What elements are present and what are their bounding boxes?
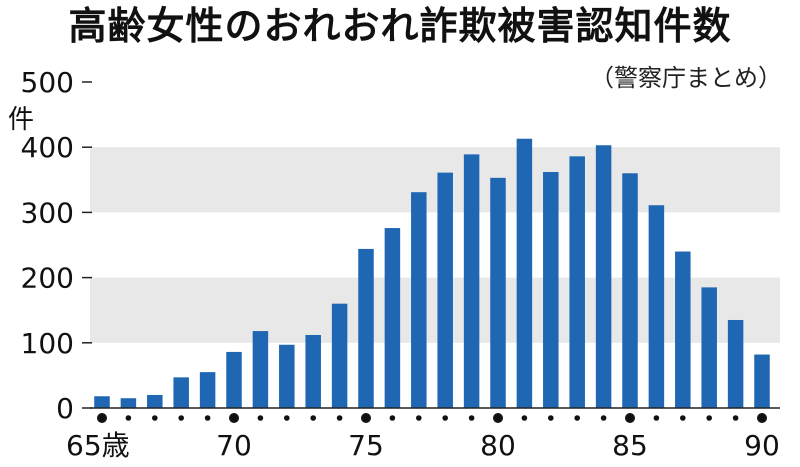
bar-age-90 (754, 354, 770, 408)
bar-age-81 (516, 138, 533, 408)
grid-bands (90, 147, 780, 343)
x-minor-tick-dot (257, 415, 264, 421)
bar-age-86 (648, 205, 665, 408)
y-tick-label: 500 (21, 66, 74, 99)
x-minor-tick-dot (284, 415, 290, 421)
x-minor-tick-dot (442, 415, 449, 421)
x-major-tick-dot (97, 413, 107, 423)
grid-band (90, 277, 780, 343)
x-minor-tick-dot (310, 415, 317, 421)
x-tick-label-65: 65歳 (66, 429, 130, 462)
grid-band (90, 147, 780, 213)
bar-age-68 (173, 377, 189, 408)
x-minor-tick-dot (152, 415, 158, 421)
x-tick-label-70: 70 (216, 429, 252, 462)
y-tick-label: 100 (21, 327, 74, 360)
bar-age-79 (463, 154, 480, 408)
x-minor-tick-dot (125, 415, 132, 421)
x-major-tick-dot (361, 413, 371, 423)
x-axis-tick-dots (97, 413, 767, 423)
x-major-tick-dot (625, 413, 635, 423)
x-minor-tick-dot (548, 415, 554, 421)
bar-age-87 (675, 251, 691, 408)
bar-age-80 (490, 177, 506, 408)
x-minor-tick-dot (706, 415, 712, 421)
bar-age-75 (358, 248, 374, 408)
bar-age-65 (94, 396, 110, 408)
y-tick-label: 300 (21, 196, 74, 229)
chart-title: 高齢女性のおれおれ詐欺被害認知件数 (68, 4, 732, 48)
bar-age-66 (120, 398, 137, 408)
bar-age-85 (622, 173, 638, 408)
x-major-tick-dot (229, 413, 239, 423)
x-minor-tick-dot (468, 415, 475, 421)
source-note: （警察庁まとめ） (590, 64, 782, 92)
bar-age-77 (411, 192, 427, 408)
x-minor-tick-dot (653, 415, 660, 421)
y-axis-ticks: 0 100 200 300 400 500 (21, 66, 92, 425)
bar-age-67 (147, 394, 163, 408)
bar-age-74 (331, 303, 348, 408)
bar-age-71 (252, 331, 269, 408)
x-tick-label-90: 90 (744, 429, 780, 462)
y-tick-label: 0 (56, 392, 74, 425)
x-minor-tick-dot (204, 415, 211, 421)
bar-age-88 (701, 287, 717, 408)
bar-age-78 (437, 172, 453, 408)
bar-series (94, 138, 770, 408)
x-minor-tick-dot (178, 415, 184, 421)
x-tick-label-85: 85 (612, 429, 648, 462)
x-minor-tick-dot (732, 415, 739, 421)
bar-age-82 (543, 171, 559, 408)
bar-age-76 (384, 228, 401, 408)
bar-age-73 (305, 334, 321, 408)
x-minor-tick-dot (680, 415, 686, 421)
bar-age-84 (595, 145, 612, 408)
y-tick-label: 200 (21, 262, 74, 295)
x-minor-tick-dot (336, 415, 343, 421)
x-minor-tick-dot (600, 415, 607, 421)
bar-age-69 (199, 372, 216, 408)
bar-age-89 (727, 319, 744, 408)
bar-age-72 (279, 344, 295, 408)
x-axis-labels: 65歳 70 75 80 85 90 (66, 429, 780, 462)
x-tick-label-80: 80 (480, 429, 516, 462)
bar-age-83 (569, 156, 585, 408)
x-tick-label-75: 75 (348, 429, 384, 462)
bar-age-70 (226, 351, 242, 408)
x-minor-tick-dot (574, 415, 580, 421)
y-axis-unit-label: 件 (8, 105, 34, 135)
x-major-tick-dot (493, 413, 503, 423)
x-minor-tick-dot (389, 415, 396, 421)
x-minor-tick-dot (521, 415, 528, 421)
y-tick-label: 400 (21, 131, 74, 164)
x-major-tick-dot (757, 413, 767, 423)
x-minor-tick-dot (416, 415, 422, 421)
